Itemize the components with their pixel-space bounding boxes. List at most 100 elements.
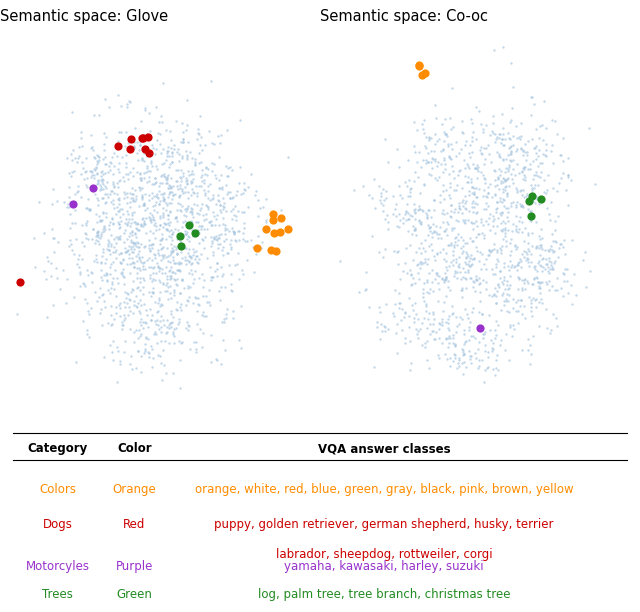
Point bbox=[147, 277, 157, 286]
Point bbox=[223, 171, 233, 181]
Point bbox=[474, 279, 484, 289]
Point bbox=[239, 178, 250, 188]
Point bbox=[138, 192, 148, 202]
Point bbox=[380, 326, 390, 336]
Point bbox=[451, 137, 461, 147]
Text: VQA answer classes: VQA answer classes bbox=[317, 442, 451, 455]
Point bbox=[428, 309, 438, 319]
Point bbox=[101, 198, 111, 207]
Point bbox=[138, 143, 148, 153]
Point bbox=[198, 282, 208, 292]
Point bbox=[134, 264, 144, 274]
Point bbox=[430, 157, 440, 166]
Point bbox=[138, 261, 148, 271]
Point bbox=[177, 275, 187, 285]
Point bbox=[529, 170, 540, 179]
Point bbox=[537, 233, 547, 243]
Point bbox=[94, 211, 104, 221]
Point bbox=[376, 326, 387, 336]
Point bbox=[175, 180, 185, 190]
Point bbox=[161, 218, 172, 228]
Point bbox=[200, 233, 211, 242]
Point bbox=[225, 244, 236, 254]
Point bbox=[199, 179, 209, 188]
Point bbox=[413, 60, 424, 70]
Point bbox=[435, 197, 445, 207]
Point bbox=[70, 218, 80, 228]
Point bbox=[557, 268, 568, 278]
Point bbox=[401, 207, 412, 217]
Point bbox=[428, 307, 438, 317]
Point bbox=[182, 120, 192, 130]
Point bbox=[234, 275, 244, 285]
Point bbox=[276, 213, 286, 223]
Point bbox=[181, 125, 191, 135]
Point bbox=[99, 222, 109, 231]
Point bbox=[511, 202, 521, 212]
Point bbox=[437, 315, 447, 324]
Point bbox=[491, 364, 501, 373]
Point bbox=[184, 293, 194, 302]
Point bbox=[150, 173, 160, 183]
Point bbox=[476, 143, 486, 152]
Point bbox=[435, 247, 445, 257]
Point bbox=[461, 275, 471, 285]
Point bbox=[465, 233, 476, 242]
Point bbox=[103, 239, 113, 248]
Point bbox=[182, 95, 193, 105]
Point bbox=[399, 307, 410, 317]
Point bbox=[166, 248, 176, 258]
Point bbox=[477, 149, 487, 159]
Point bbox=[118, 321, 128, 330]
Point bbox=[541, 122, 551, 132]
Point bbox=[454, 259, 464, 269]
Point bbox=[426, 146, 436, 156]
Point bbox=[461, 283, 471, 293]
Point bbox=[124, 294, 134, 304]
Point bbox=[488, 222, 498, 231]
Point bbox=[180, 323, 191, 333]
Point bbox=[511, 197, 522, 207]
Point bbox=[502, 174, 513, 184]
Point bbox=[450, 233, 460, 243]
Point bbox=[92, 231, 102, 241]
Point bbox=[137, 143, 147, 153]
Point bbox=[214, 220, 225, 230]
Point bbox=[164, 198, 174, 208]
Point bbox=[164, 189, 175, 199]
Point bbox=[508, 141, 518, 151]
Point bbox=[147, 310, 157, 319]
Point bbox=[524, 245, 534, 255]
Point bbox=[140, 217, 150, 226]
Point bbox=[527, 210, 538, 220]
Point bbox=[166, 309, 176, 319]
Point bbox=[581, 282, 591, 292]
Point bbox=[139, 200, 149, 209]
Point bbox=[239, 207, 250, 217]
Point bbox=[260, 224, 271, 234]
Point bbox=[508, 131, 518, 141]
Point bbox=[180, 243, 190, 253]
Point bbox=[145, 214, 156, 223]
Point bbox=[173, 192, 184, 202]
Point bbox=[122, 158, 132, 168]
Point bbox=[162, 271, 172, 281]
Point bbox=[484, 245, 495, 255]
Point bbox=[499, 155, 509, 165]
Point bbox=[260, 217, 271, 227]
Point bbox=[218, 269, 228, 279]
Point bbox=[157, 278, 168, 288]
Point bbox=[511, 146, 522, 156]
Point bbox=[129, 337, 140, 347]
Point bbox=[536, 294, 547, 304]
Point bbox=[70, 204, 80, 214]
Point bbox=[526, 294, 536, 304]
Point bbox=[205, 220, 216, 230]
Point bbox=[448, 246, 458, 256]
Point bbox=[131, 191, 141, 201]
Point bbox=[239, 184, 250, 194]
Point bbox=[522, 276, 532, 286]
Point bbox=[463, 267, 473, 277]
Point bbox=[186, 259, 196, 269]
Point bbox=[467, 198, 477, 208]
